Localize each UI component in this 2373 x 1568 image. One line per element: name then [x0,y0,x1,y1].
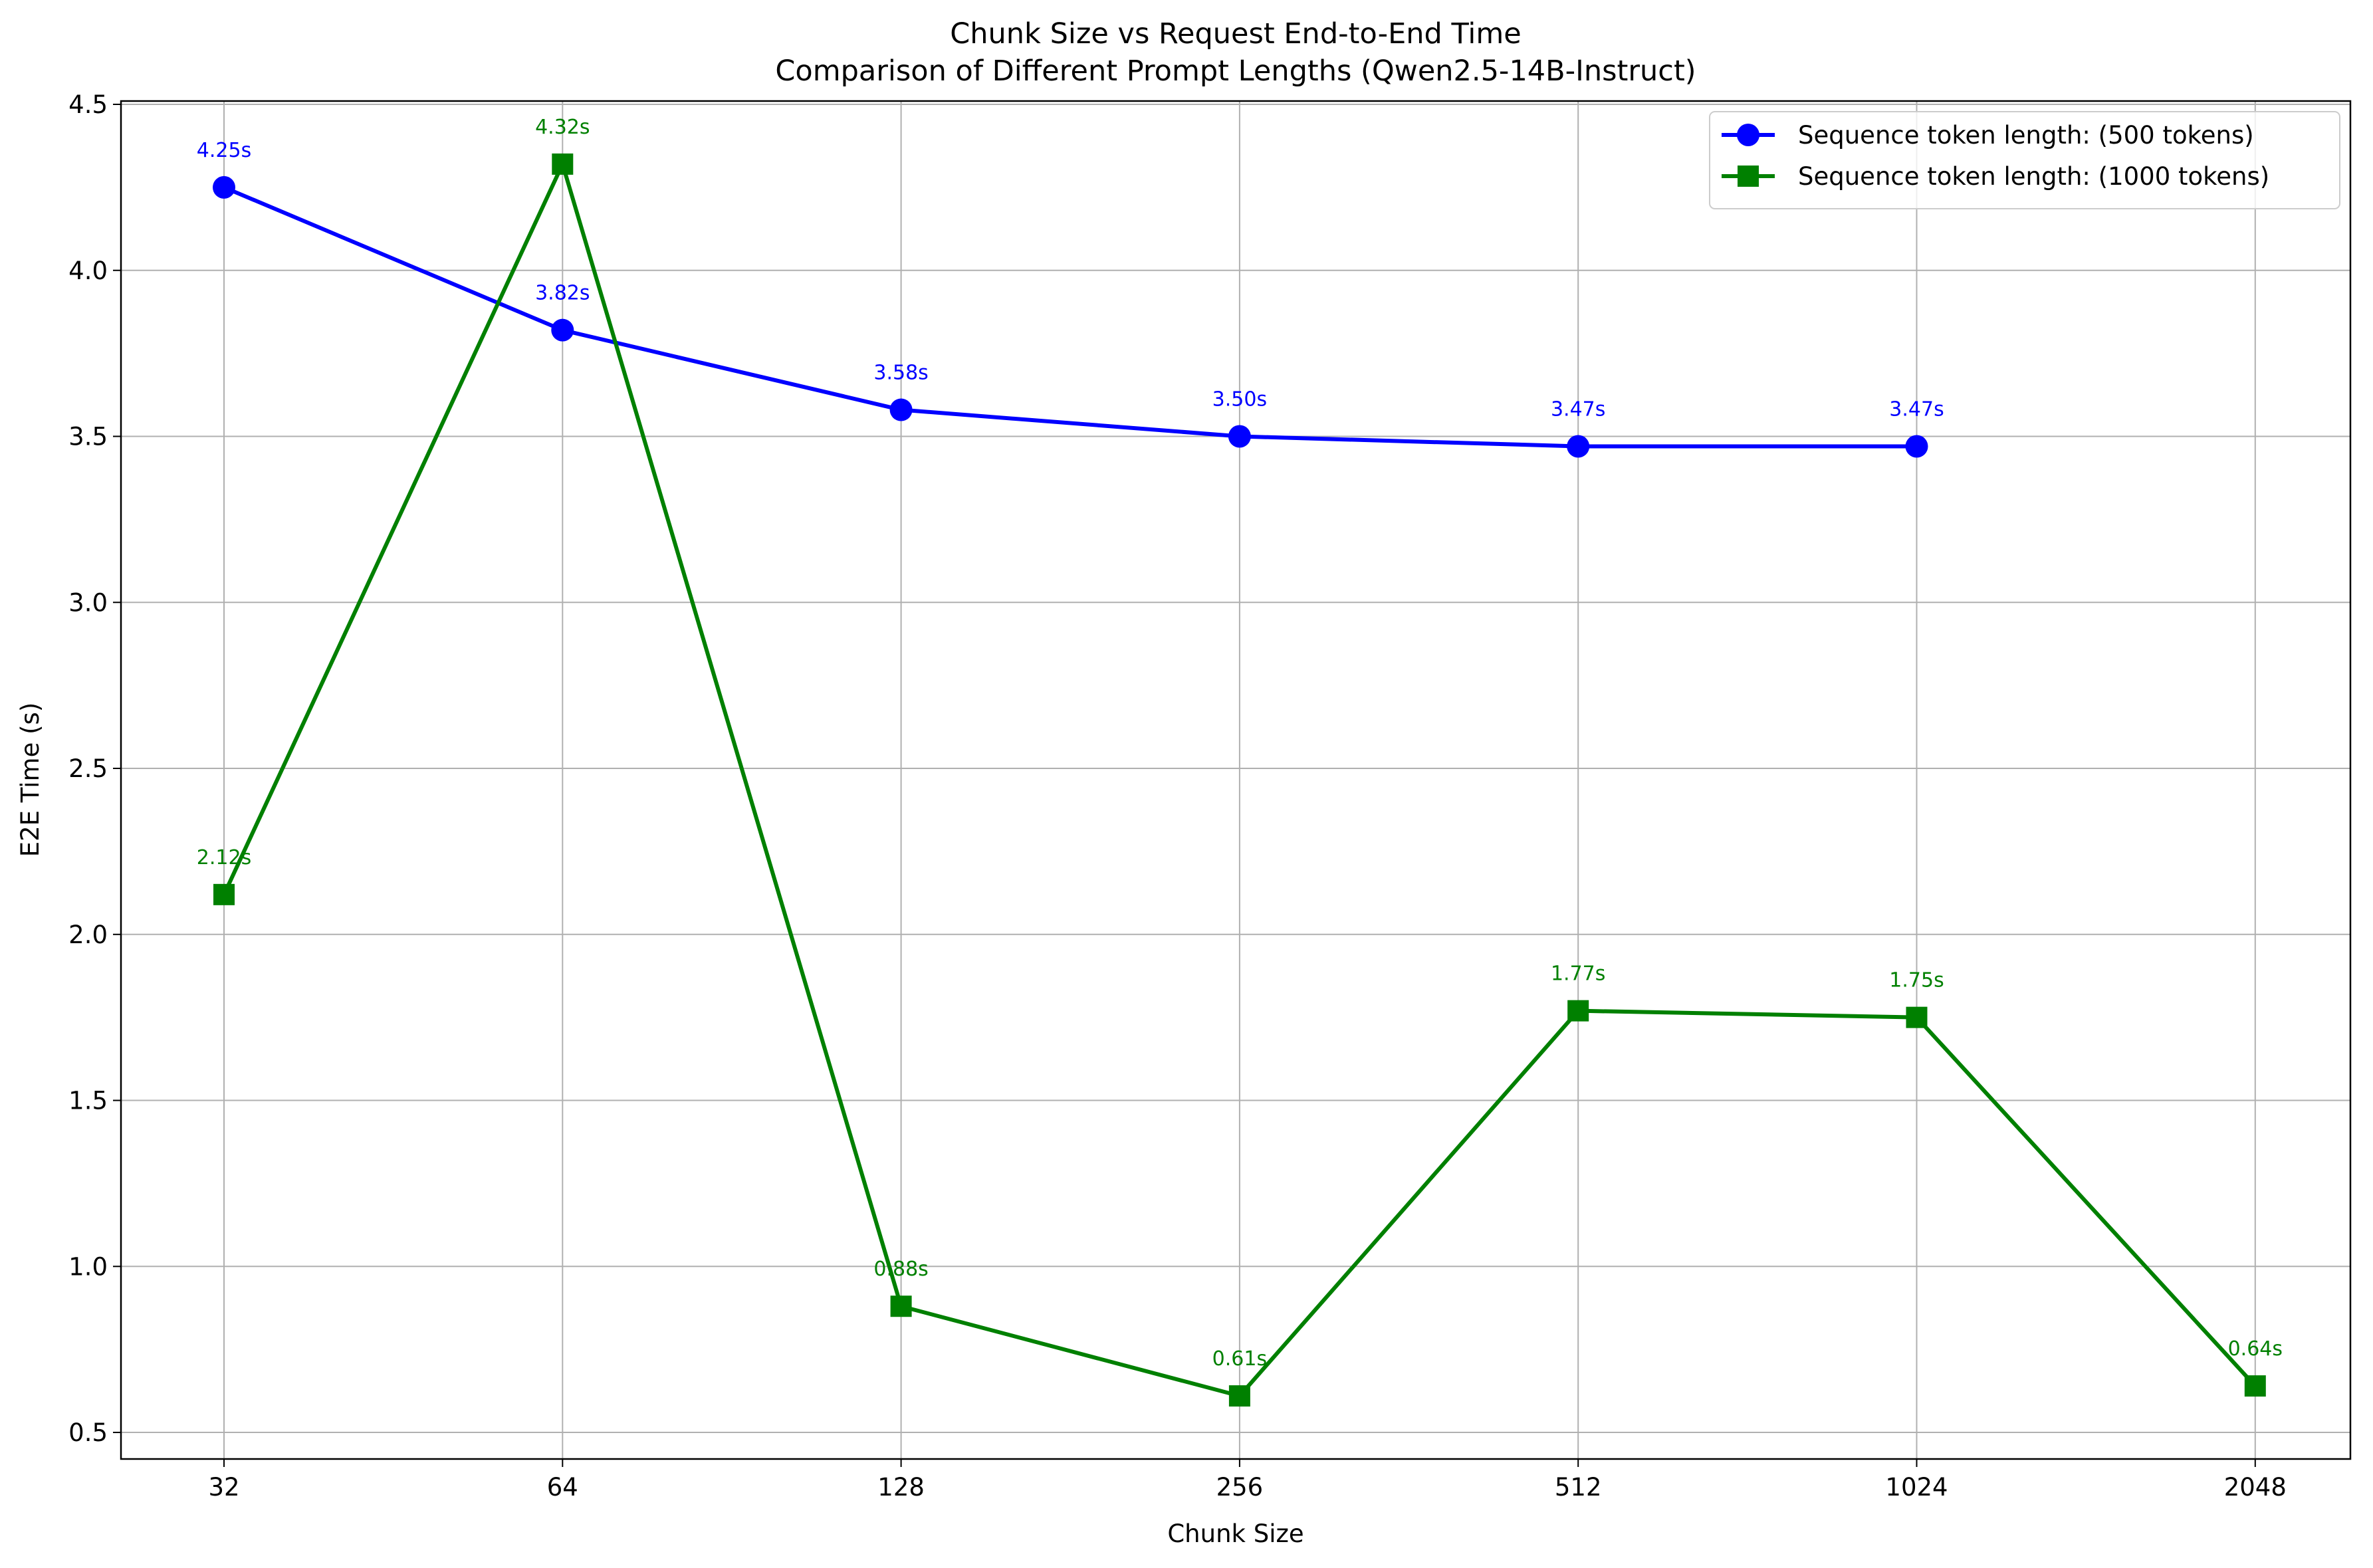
y-tick-label: 4.0 [68,257,108,285]
legend-label-1000: Sequence token length: (1000 tokens) [1798,162,2269,191]
data-point-marker [1228,425,1251,448]
legend-marker-500 [1737,124,1759,146]
x-tick-label: 1024 [1885,1473,1948,1502]
legend-label-500: Sequence token length: (500 tokens) [1798,121,2254,150]
axis-ticks: 32 64 128 256 512 1024 2048 0.5 1.0 1.5 2.0 2.5 3.0 3… [68,90,2287,1502]
data-point-marker [889,398,913,421]
data-label: 3.58s [873,362,928,385]
series-line-0 [223,185,1917,449]
data-point-marker [2244,1375,2266,1397]
data-label: 3.47s [1551,397,1605,421]
data-label: 1.75s [1889,969,1944,992]
data-label: 0.88s [873,1258,928,1281]
legend-box [1709,111,2340,209]
legend-marker-1000 [1738,166,1759,187]
data-point-marker [890,1295,912,1317]
data-label: 3.47s [1889,397,1944,421]
x-tick-label: 32 [208,1473,239,1502]
data-point-marker [1228,1385,1250,1407]
x-tick-label: 256 [1216,1473,1264,1502]
data-labels: 4.25s 3.82s 3.58s 3.50s 3.47s 3.47s 2.12s 4.32s… [197,116,2283,1371]
series-lines [213,153,2266,1407]
data-label: 1.77s [1551,962,1605,986]
y-tick-label: 2.0 [68,921,108,949]
data-label: 4.32s [535,116,590,139]
legend: Sequence token length: (500 tokens) Sequ… [1709,111,2340,209]
data-label: 2.12s [197,846,251,869]
y-tick-label: 4.5 [68,90,108,119]
data-point-marker [1905,435,1928,458]
data-point-marker [1906,1006,1928,1028]
data-point-marker [213,175,235,199]
y-tick-label: 2.5 [68,754,108,783]
data-label: 4.25s [197,139,251,162]
grid-lines [121,101,2350,1459]
chart-subtitle: Comparison of Different Prompt Lengths (… [775,55,1696,88]
data-label: 0.64s [2228,1337,2283,1361]
data-label: 0.61s [1212,1347,1267,1371]
x-tick-label: 128 [877,1473,925,1502]
y-tick-label: 1.0 [68,1252,108,1281]
plot-area-frame [120,100,2352,1460]
data-point-marker [1567,1000,1589,1022]
x-tick-label: 512 [1555,1473,1602,1502]
y-tick-label: 3.5 [68,423,108,451]
data-label: 3.82s [535,282,590,305]
y-tick-label: 1.5 [68,1087,108,1115]
chart-title: Chunk Size vs Request End-to-End Time [950,17,1521,51]
y-axis-label: E2E Time (s) [16,703,45,857]
data-point-marker [552,153,574,175]
x-tick-label: 2048 [2224,1473,2287,1502]
data-point-marker [213,883,235,905]
data-point-marker [551,318,574,342]
data-label: 3.50s [1212,388,1267,411]
x-axis-label: Chunk Size [1167,1519,1303,1548]
y-tick-label: 3.0 [68,588,108,617]
x-tick-label: 64 [547,1473,578,1502]
y-tick-label: 0.5 [68,1418,108,1447]
data-point-marker [1567,435,1590,458]
